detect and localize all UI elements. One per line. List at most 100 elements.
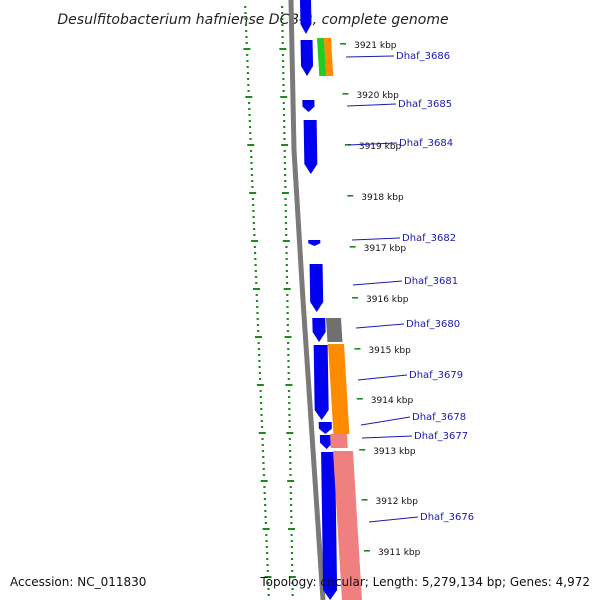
gc-tick-0 (261, 438, 264, 440)
gene-label[interactable]: Dhaf_3676 (420, 512, 474, 523)
gc-tick-1 (281, 30, 284, 32)
gc-tick-1 (288, 438, 291, 440)
gc-tick-1 (287, 354, 290, 356)
gene-label[interactable]: Dhaf_3686 (396, 51, 450, 62)
gene-label[interactable]: Dhaf_3680 (406, 319, 460, 330)
gene-label-track: Dhaf_3686 Dhaf_3685 Dhaf_3684 Dhaf_3682 Dhaf… (345, 51, 474, 523)
gene-leader-line (355, 323, 405, 329)
gc-tick-0 (260, 414, 263, 416)
gc-tick-0 (250, 156, 253, 158)
gc-tick-0 (260, 426, 264, 428)
gene-leader-line (357, 374, 408, 381)
gc-tick-1 (287, 348, 290, 350)
gene-label[interactable]: Dhaf_3682 (402, 233, 456, 244)
gc-tick-1 (282, 114, 286, 116)
gene-label[interactable]: Dhaf_3678 (412, 412, 466, 423)
gc-tick-0 (251, 180, 254, 182)
gc-tick-0 (259, 396, 262, 398)
gc-tick-1 (288, 402, 291, 404)
gc-tick-0 (243, 48, 251, 50)
gc-tick-1 (283, 156, 286, 158)
gc-tick-0 (263, 486, 266, 488)
cds-dhaf-3682 (308, 240, 321, 246)
gene-label[interactable]: Dhaf_3685 (398, 99, 452, 110)
gc-tick-0 (252, 204, 255, 206)
cds-dhaf-3680 (312, 318, 326, 342)
gc-tick-1 (285, 258, 288, 260)
gc-tick-1 (288, 426, 291, 428)
gene-leader-line (345, 55, 395, 58)
gc-tick-1 (283, 288, 291, 290)
gc-tick-1 (285, 234, 288, 236)
gc-tick-0 (247, 144, 255, 146)
scale-track: 3921 kbp 3920 kbp 3919 kbp 3918 kbp 3917 kbp… (340, 41, 421, 558)
gc-tick-1 (281, 42, 284, 44)
gc-tick-1 (286, 432, 294, 434)
gc-tick-0 (259, 378, 262, 380)
gc-tick-1 (287, 390, 291, 392)
cds-dhaf-3684 (303, 120, 318, 174)
gc-tick-1 (283, 150, 286, 152)
gc-tick-0 (244, 18, 247, 20)
genome-backbone (288, 0, 326, 600)
gc-tick-0 (264, 522, 267, 524)
gc-tick-1 (286, 330, 290, 332)
gc-tick-1 (290, 552, 294, 554)
gc-tick-0 (258, 360, 261, 362)
gc-tick-0 (247, 78, 250, 80)
map-title: Desulfitobacterium hafniense DCB-2, comp… (57, 12, 448, 28)
gc-tick-1 (282, 108, 286, 110)
gc-tick-0 (257, 330, 260, 332)
gc-tick-0 (258, 366, 261, 368)
gc-tick-0 (252, 216, 255, 218)
gc-tick-1 (280, 96, 288, 98)
gc-tick-0 (262, 468, 265, 470)
orange-feature-top (324, 38, 334, 76)
gc-tick-0 (244, 24, 248, 26)
cds-dhaf-3679 (313, 345, 329, 420)
gc-tick-1 (281, 36, 284, 38)
gene-leader-line (347, 142, 398, 146)
gc-tick-0 (244, 6, 247, 8)
gc-tick-1 (285, 264, 288, 266)
gc-tick-1 (290, 516, 293, 518)
accession-text: Accession: NC_011830 (10, 575, 146, 589)
gc-tick-0 (247, 84, 250, 86)
gene-label[interactable]: Dhaf_3684 (399, 138, 453, 149)
cds-top (300, 0, 312, 34)
gc-tick-1 (283, 126, 286, 128)
gc-tick-0 (246, 66, 249, 68)
feature-track (300, 0, 362, 600)
gene-label[interactable]: Dhaf_3677 (414, 431, 468, 442)
gc-tick-0 (250, 168, 253, 170)
gc-tick-0 (263, 498, 267, 500)
gc-tick-0 (253, 234, 256, 236)
gc-tick-0 (262, 474, 266, 476)
gc-tick-0 (248, 126, 252, 128)
gc-tick-0 (245, 36, 248, 38)
gc-tick-1 (287, 360, 290, 362)
gc-content-track (243, 6, 296, 596)
gc-tick-0 (252, 222, 255, 224)
gene-label[interactable]: Dhaf_3681 (404, 276, 458, 287)
gc-tick-1 (288, 408, 291, 410)
gc-tick-1 (289, 462, 292, 464)
gc-tick-0 (251, 186, 254, 188)
gc-tick-1 (283, 120, 286, 122)
gc-tick-0 (260, 408, 263, 410)
gc-tick-1 (283, 168, 287, 170)
gc-tick-0 (264, 510, 267, 512)
scale-label: 3916 kbp (366, 295, 409, 305)
gc-tick-1 (290, 540, 293, 542)
gene-leader-line (360, 416, 411, 426)
gc-tick-1 (286, 294, 289, 296)
gc-tick-1 (291, 588, 294, 590)
scale-label: 3918 kbp (361, 193, 404, 203)
gc-tick-0 (253, 288, 261, 290)
gc-tick-1 (283, 138, 286, 140)
gc-tick-1 (288, 414, 291, 416)
gene-label[interactable]: Dhaf_3679 (409, 370, 463, 381)
gc-tick-1 (281, 192, 289, 194)
gc-tick-1 (281, 24, 284, 26)
gc-tick-1 (288, 528, 296, 530)
